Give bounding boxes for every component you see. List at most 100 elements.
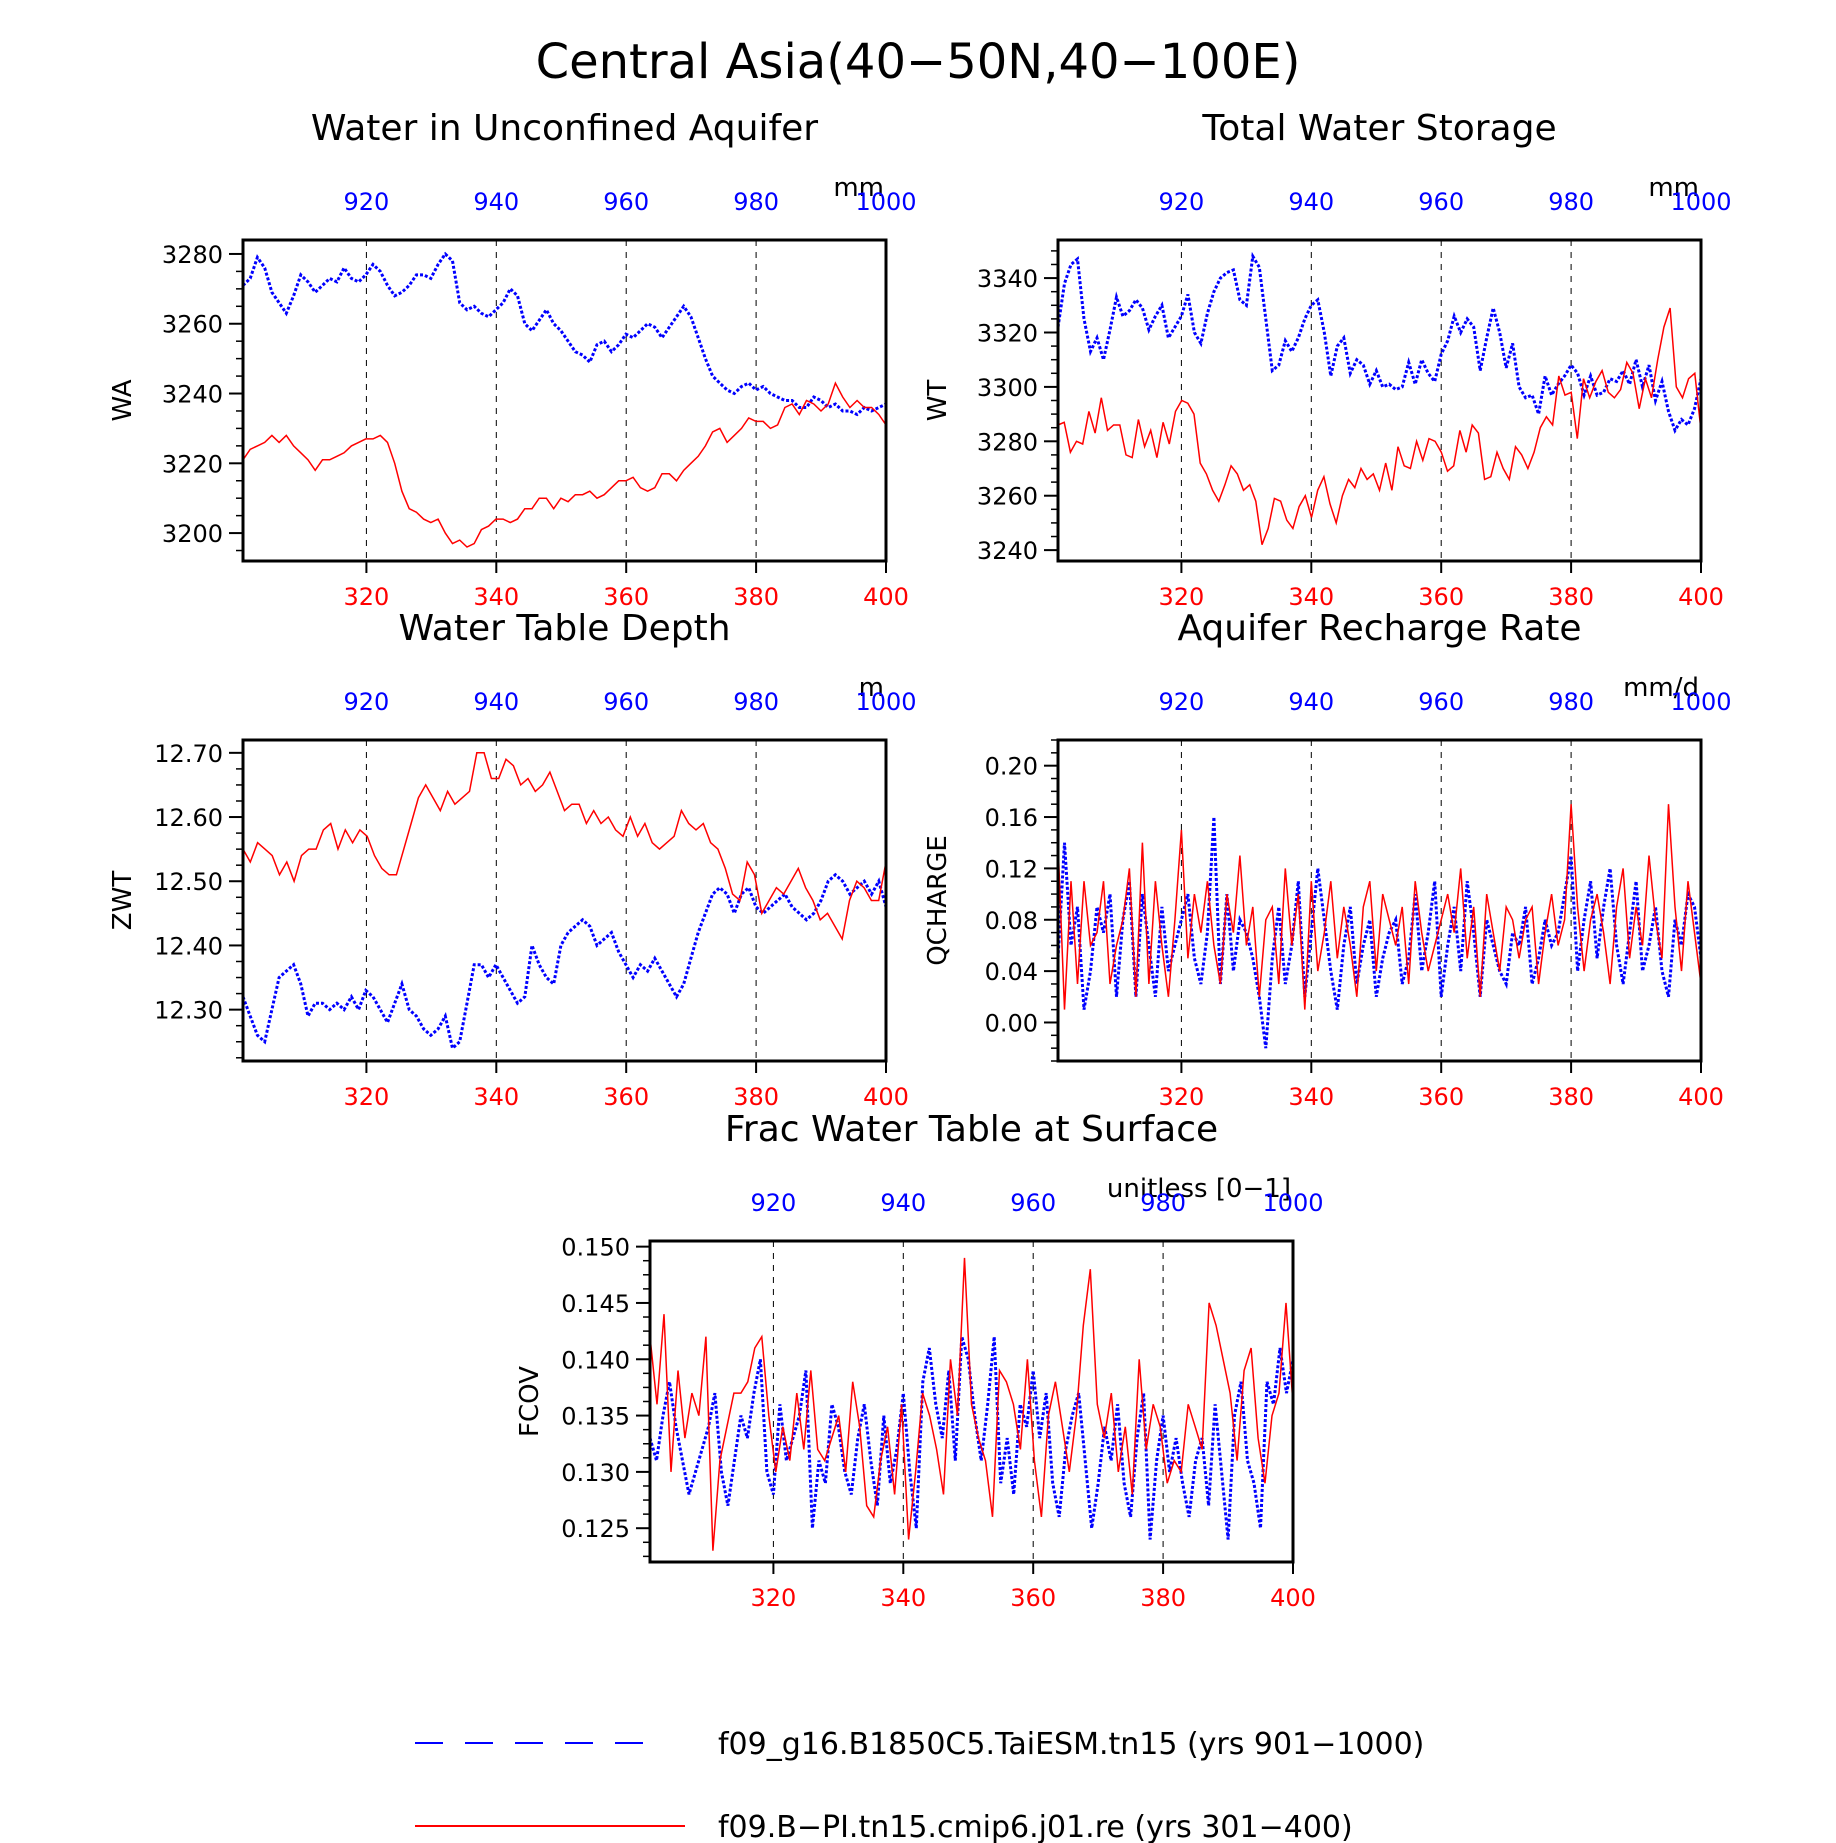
series-case1-line: [241, 251, 887, 417]
y-tick-label: 0.00: [985, 1009, 1038, 1037]
y-tick-label: 0.135: [561, 1403, 630, 1431]
y-tick-label: 0.12: [985, 855, 1038, 883]
panel-units: unitless [0−1]: [1107, 1174, 1291, 1204]
plot-frame: [1056, 238, 1703, 563]
panel-3: Water Table Depth m ZWT 12.30 12.40 12.50 12.6…: [108, 608, 917, 1111]
y-tick-label: 12.30: [154, 997, 223, 1025]
x-bottom-tick-label: 320: [343, 583, 389, 611]
panel-1: Water in Unconfined Aquifer mm WA 3200 3220 3…: [108, 108, 917, 611]
y-tick-label: 3260: [977, 483, 1038, 511]
panel-title: Frac Water Table at Surface: [725, 1109, 1218, 1150]
y-tick-label: 0.150: [561, 1234, 630, 1262]
legend-label-case2: f09.B−PI.tn15.cmip6.j01.re (yrs 301−400): [718, 1810, 1353, 1843]
x-top-tick-label: 1000: [1262, 1189, 1323, 1217]
x-top-tick-label: 940: [880, 1189, 926, 1217]
x-top-tick-label: 940: [473, 188, 519, 216]
y-tick-label: 3280: [162, 241, 223, 269]
y-tick-label: 0.130: [561, 1459, 630, 1487]
x-bottom-tick-label: 380: [733, 583, 779, 611]
y-tick-label: 0.145: [561, 1290, 630, 1318]
panel-title: Water in Unconfined Aquifer: [311, 108, 818, 149]
x-top-tick-label: 1000: [855, 688, 916, 716]
y-tick-label: 12.70: [154, 740, 223, 768]
x-top-tick-label: 920: [1158, 188, 1204, 216]
y-tick-label: 0.08: [985, 907, 1038, 935]
y-tick-label: 3340: [977, 265, 1038, 293]
x-bottom-tick-label: 400: [1678, 583, 1724, 611]
x-bottom-tick-label: 380: [1548, 1083, 1594, 1111]
series-case2-line: [242, 752, 887, 942]
y-tick-label: 3220: [162, 450, 223, 478]
x-bottom-tick-label: 360: [603, 583, 649, 611]
y-tick-label: 3320: [977, 319, 1038, 347]
x-bottom-tick-label: 340: [473, 1083, 519, 1111]
y-tick-label: 3240: [977, 537, 1038, 565]
x-top-tick-label: 960: [1418, 188, 1464, 216]
y-axis-label: ZWT: [108, 871, 138, 931]
x-top-tick-label: 920: [1158, 688, 1204, 716]
x-bottom-tick-label: 380: [1140, 1584, 1186, 1612]
y-tick-label: 0.140: [561, 1346, 630, 1374]
x-bottom-tick-label: 400: [863, 1083, 909, 1111]
legend: f09_g16.B1850C5.TaiESM.tn15 (yrs 901−100…: [415, 1727, 1424, 1843]
y-tick-label: 0.125: [561, 1515, 630, 1543]
x-top-tick-label: 940: [1288, 188, 1334, 216]
legend-label-case1: f09_g16.B1850C5.TaiESM.tn15 (yrs 901−100…: [718, 1727, 1424, 1762]
x-bottom-tick-label: 340: [1288, 1083, 1334, 1111]
x-bottom-tick-label: 360: [603, 1083, 649, 1111]
x-bottom-tick-label: 380: [733, 1083, 779, 1111]
x-top-tick-label: 980: [1548, 688, 1594, 716]
x-top-tick-label: 960: [1010, 1189, 1056, 1217]
y-axis-label: WA: [108, 379, 138, 421]
x-top-tick-label: 980: [1140, 1189, 1186, 1217]
x-bottom-tick-label: 340: [880, 1584, 926, 1612]
y-tick-label: 0.04: [985, 958, 1038, 986]
x-top-tick-label: 1000: [855, 188, 916, 216]
y-tick-label: 12.50: [154, 868, 223, 896]
series-case1-line: [1056, 251, 1703, 434]
series-case2-line: [649, 1257, 1294, 1551]
x-bottom-tick-label: 360: [1418, 1083, 1464, 1111]
x-bottom-tick-label: 320: [750, 1584, 796, 1612]
x-bottom-tick-label: 360: [1418, 583, 1464, 611]
panel-title: Total Water Storage: [1201, 108, 1556, 149]
x-top-tick-label: 1000: [1670, 188, 1731, 216]
y-tick-label: 12.40: [154, 932, 223, 960]
panel-units: m: [859, 673, 884, 703]
plot-frame: [241, 238, 888, 563]
y-tick-label: 3300: [977, 374, 1038, 402]
y-axis-label: WT: [923, 380, 953, 422]
x-bottom-tick-label: 360: [1010, 1584, 1056, 1612]
y-tick-label: 12.60: [154, 804, 223, 832]
plot-frame: [1056, 738, 1703, 1063]
x-top-tick-label: 960: [603, 188, 649, 216]
x-top-tick-label: 920: [750, 1189, 796, 1217]
x-top-tick-label: 960: [603, 688, 649, 716]
y-tick-label: 3200: [162, 520, 223, 548]
x-bottom-tick-label: 320: [1158, 583, 1204, 611]
x-top-tick-label: 980: [733, 688, 779, 716]
y-axis-label: FCOV: [515, 1366, 545, 1437]
panel-2: Total Water Storage mm WT 3240 3260 3280 3300 3…: [923, 108, 1732, 611]
x-bottom-tick-label: 400: [1678, 1083, 1724, 1111]
x-top-tick-label: 920: [343, 688, 389, 716]
series-case1-line: [241, 872, 888, 1052]
y-tick-label: 3280: [977, 428, 1038, 456]
x-top-tick-label: 940: [1288, 688, 1334, 716]
panel-title: Water Table Depth: [398, 608, 730, 649]
panels: Water in Unconfined Aquifer mm WA 3200 3220 3…: [108, 108, 1732, 1612]
x-bottom-tick-label: 340: [473, 583, 519, 611]
y-tick-label: 3240: [162, 381, 223, 409]
y-tick-label: 0.20: [985, 753, 1038, 781]
series-case2-line: [1057, 307, 1702, 545]
series-case2-line: [242, 381, 887, 548]
y-tick-label: 0.16: [985, 804, 1038, 832]
x-bottom-tick-label: 380: [1548, 583, 1594, 611]
x-top-tick-label: 1000: [1670, 688, 1731, 716]
panel-title: Aquifer Recharge Rate: [1177, 608, 1581, 649]
x-top-tick-label: 960: [1418, 688, 1464, 716]
x-bottom-tick-label: 320: [343, 1083, 389, 1111]
y-tick-label: 3260: [162, 311, 223, 339]
plot-frame: [241, 738, 888, 1063]
